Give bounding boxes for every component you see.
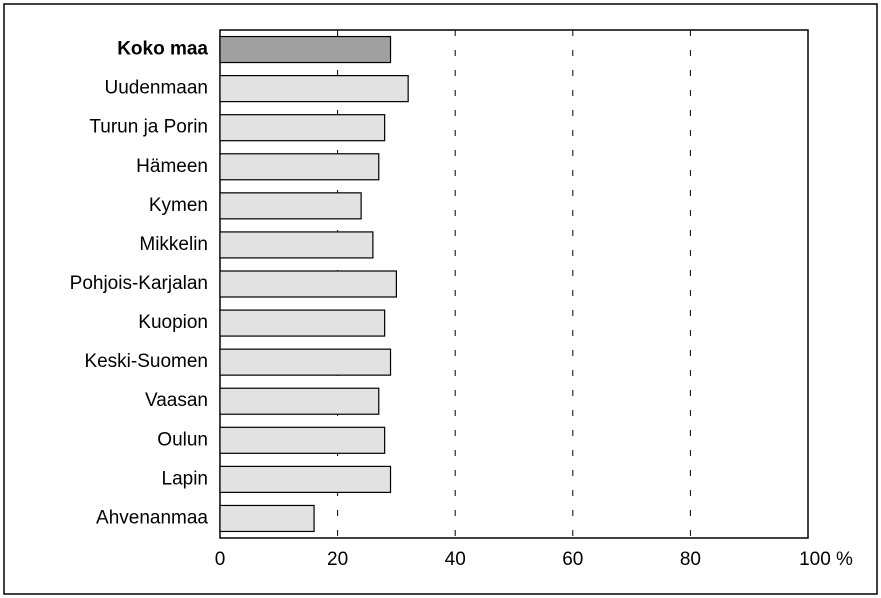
y-tick-label: Keski-Suomen — [84, 351, 208, 372]
bar — [219, 114, 386, 142]
x-tick-label: 80 — [680, 549, 701, 570]
x-tick-label: 60 — [562, 549, 583, 570]
y-tick-label: Ahvenanmaa — [96, 507, 208, 528]
y-tick-label: Turun ja Porin — [89, 117, 208, 138]
bar — [219, 309, 386, 337]
bar — [219, 426, 386, 454]
y-tick-label: Pohjois-Karjalan — [70, 273, 208, 294]
x-tick-label: 0 — [215, 549, 226, 570]
y-tick-label: Vaasan — [145, 390, 208, 411]
y-tick-label: Lapin — [162, 468, 209, 489]
y-tick-label: Oulun — [157, 429, 208, 450]
x-tick-label: 100 % — [799, 549, 853, 570]
bar — [219, 75, 409, 103]
y-tick-label: Kymen — [149, 195, 208, 216]
bar — [219, 465, 392, 493]
y-tick-label: Hämeen — [136, 156, 208, 177]
bar — [219, 348, 392, 376]
bar — [219, 387, 380, 415]
bar — [219, 153, 380, 181]
bar — [219, 35, 392, 64]
bar — [219, 504, 315, 533]
y-tick-label: Kuopion — [138, 312, 208, 333]
frame — [3, 3, 878, 595]
x-tick-label: 40 — [445, 549, 466, 570]
bar — [219, 270, 397, 298]
y-tick-label: Uudenmaan — [104, 78, 208, 99]
bar — [219, 231, 374, 259]
y-tick-label: Mikkelin — [139, 234, 208, 255]
y-tick-label: Koko maa — [117, 39, 208, 60]
x-tick-label: 20 — [327, 549, 348, 570]
bar — [219, 192, 362, 220]
